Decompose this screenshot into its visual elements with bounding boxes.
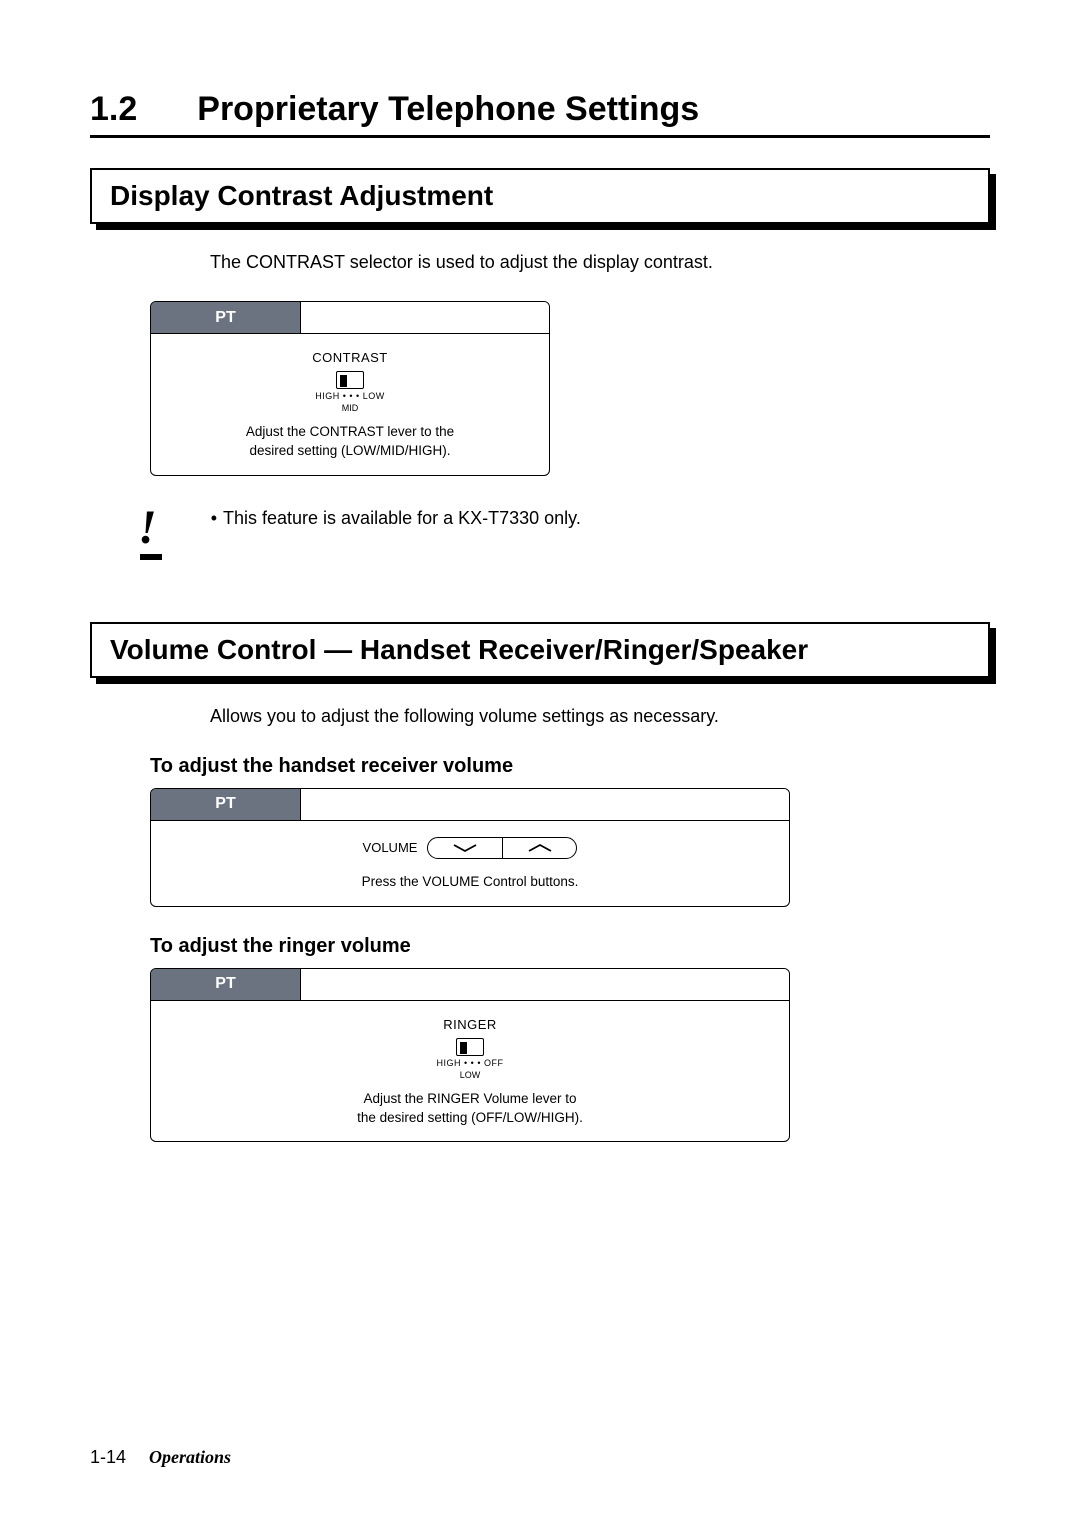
lever-icon: [336, 371, 364, 389]
volume-down-icon: [428, 838, 503, 858]
note-text: • This feature is available for a KX-T733…: [211, 504, 581, 529]
scale-right: LOW: [363, 391, 385, 401]
pt-header-rest: [301, 969, 789, 1001]
ringer-label: RINGER: [169, 1017, 771, 1032]
pt-tab: PT: [151, 969, 301, 1001]
contrast-label: CONTRAST: [169, 350, 531, 365]
pt-header-rest: [301, 302, 549, 334]
ringer-caption-l2: the desired setting (OFF/LOW/HIGH).: [357, 1110, 583, 1125]
pt-body: VOLUME Press the VOLUME Control buttons.: [151, 821, 789, 906]
pt-tab: PT: [151, 789, 301, 821]
lever-scale: HIGH • • • LOW: [315, 391, 384, 401]
pt-body: RINGER HIGH • • • OFF LOW Adjust the RIN…: [151, 1001, 789, 1142]
volume-buttons: [427, 837, 577, 859]
page-number: 1-14: [90, 1447, 126, 1467]
footer-label: Operations: [149, 1447, 231, 1467]
panel-title-text: Volume Control — Handset Receiver/Ringer…: [90, 622, 990, 678]
pt-box-contrast: PT CONTRAST HIGH • • • LOW MID Adjust th…: [150, 301, 550, 476]
scale-mid: LOW: [460, 1070, 481, 1080]
volume-label: VOLUME: [363, 840, 418, 855]
page-footer: 1-14 Operations: [90, 1447, 231, 1468]
pt-box-handset: PT VOLUME Press the VOLUME Control butto…: [150, 788, 790, 907]
ringer-caption-l1: Adjust the RINGER Volume lever to: [363, 1091, 576, 1106]
scale-left: HIGH: [315, 391, 340, 401]
contrast-intro: The CONTRAST selector is used to adjust …: [210, 252, 990, 273]
volume-up-icon: [503, 838, 577, 858]
note-row: ! • This feature is available for a KX-T7…: [138, 504, 990, 552]
scale-dots: • • •: [461, 1058, 484, 1068]
pt-header: PT: [151, 302, 549, 334]
contrast-caption: Adjust the CONTRAST lever to the desired…: [169, 423, 531, 461]
pt-tab: PT: [151, 302, 301, 334]
pt-box-ringer: PT RINGER HIGH • • • OFF LOW Adjust the …: [150, 968, 790, 1143]
handset-caption: Press the VOLUME Control buttons.: [169, 873, 771, 892]
sub-heading-handset: To adjust the handset receiver volume: [150, 755, 990, 778]
sub-heading-ringer: To adjust the ringer volume: [150, 935, 990, 958]
panel-title-contrast: Display Contrast Adjustment: [90, 168, 990, 224]
page: 1.2 Proprietary Telephone Settings Displ…: [0, 0, 1080, 1528]
bullet-icon: •: [211, 508, 217, 528]
panel-title-volume: Volume Control — Handset Receiver/Ringer…: [90, 622, 990, 678]
scale-left: HIGH: [437, 1058, 462, 1068]
exclamation-icon: !: [138, 504, 157, 552]
volume-intro: Allows you to adjust the following volum…: [210, 706, 990, 727]
pt-header: PT: [151, 789, 789, 821]
note-content: This feature is available for a KX-T7330…: [223, 508, 581, 528]
section-number: 1.2: [90, 90, 137, 129]
ringer-caption: Adjust the RINGER Volume lever to the de…: [169, 1090, 771, 1128]
scale-dots: • • •: [340, 391, 363, 401]
pt-header: PT: [151, 969, 789, 1001]
panel-title-text: Display Contrast Adjustment: [90, 168, 990, 224]
scale-mid: MID: [342, 403, 359, 413]
pt-header-rest: [301, 789, 789, 821]
pt-body: CONTRAST HIGH • • • LOW MID Adjust the C…: [151, 334, 549, 475]
lever-scale: HIGH • • • OFF: [437, 1058, 504, 1068]
section-title: Proprietary Telephone Settings: [197, 90, 699, 129]
section-header: 1.2 Proprietary Telephone Settings: [90, 90, 990, 138]
volume-control-row: VOLUME: [169, 837, 771, 859]
scale-right: OFF: [484, 1058, 504, 1068]
lever-diagram: HIGH • • • LOW MID: [169, 371, 531, 423]
lever-icon: [456, 1038, 484, 1056]
contrast-caption-l2: desired setting (LOW/MID/HIGH).: [249, 443, 450, 458]
lever-diagram: HIGH • • • OFF LOW: [169, 1038, 771, 1090]
contrast-caption-l1: Adjust the CONTRAST lever to the: [246, 424, 454, 439]
